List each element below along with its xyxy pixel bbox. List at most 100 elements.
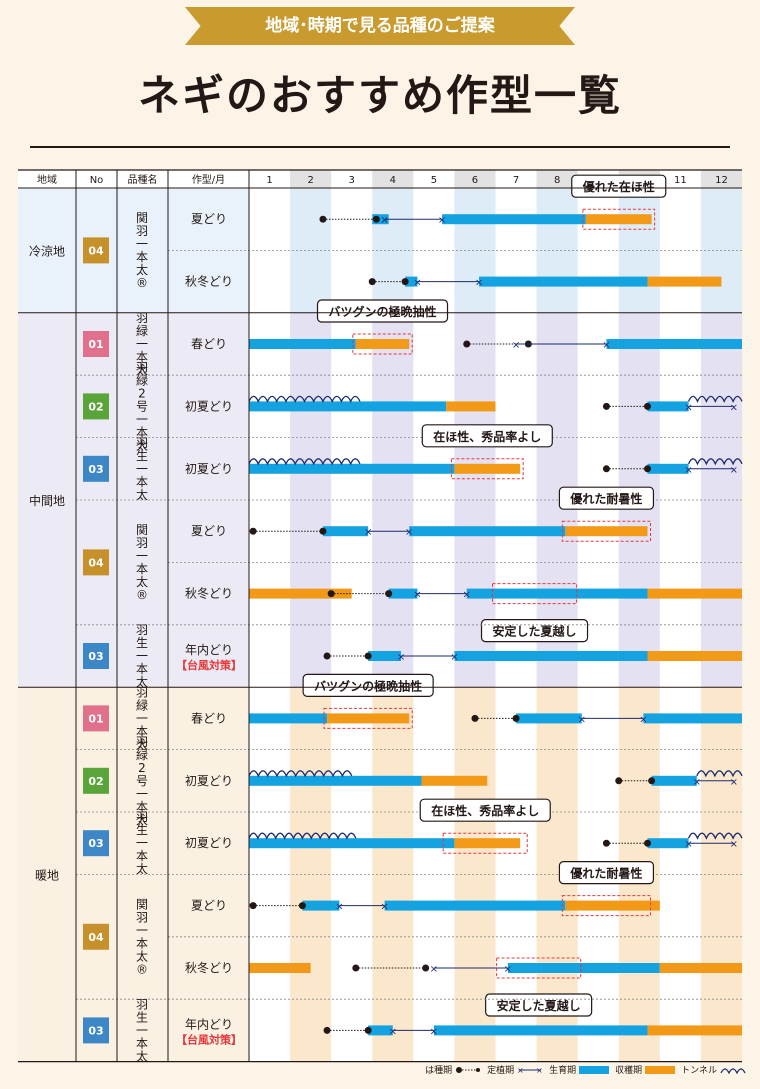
- variety-name-char: 羽: [136, 997, 148, 1011]
- variety-name-char: 号: [136, 399, 148, 413]
- variety-number-badge: [83, 1017, 109, 1044]
- variety-name-char: 太: [136, 861, 148, 876]
- grow-bar: [479, 276, 648, 287]
- variety-name-char: 緑: [136, 697, 148, 712]
- variety-name-char: 本: [136, 1036, 148, 1050]
- sow-dot: [249, 902, 257, 910]
- variety-name-char: 太: [136, 362, 148, 377]
- plant-mark: ×: [335, 902, 343, 913]
- plant-mark: ×: [430, 964, 438, 975]
- plant-mark: ×: [475, 278, 483, 289]
- plant-mark: ×: [413, 590, 421, 601]
- crop-type: 春どり: [191, 337, 227, 351]
- harvest-bar: [647, 276, 722, 287]
- variety-number-badge: [83, 705, 109, 732]
- variety-name-char: 2: [138, 761, 146, 775]
- variety-name-char: 羽: [136, 536, 148, 550]
- variety-name-char: 羽: [136, 910, 148, 924]
- variety-name-char: 一: [136, 787, 148, 801]
- harvest-bar: [647, 651, 742, 661]
- callout-text: 優れた耐暑性: [569, 491, 642, 506]
- variety-number: 03: [88, 463, 103, 476]
- variety-name-char: 一: [136, 711, 148, 725]
- sow-dot: [327, 590, 335, 598]
- callout-bubble: [571, 174, 667, 198]
- variety-name-char: 太: [136, 574, 148, 589]
- plant-mark: ×: [730, 402, 738, 413]
- tunnel-mark: [248, 395, 361, 403]
- plant-mark: ×: [397, 652, 405, 663]
- grow-bar: [433, 1025, 648, 1036]
- plant-mark: ×: [602, 340, 610, 351]
- callout-text: バツグンの極晩抽性: [329, 304, 437, 319]
- grow-bar: [249, 838, 455, 849]
- crop-type: 夏どり: [191, 212, 227, 226]
- sow-dot: [249, 527, 257, 535]
- header-label: 品種名: [128, 173, 158, 186]
- variety-name-char: 太: [136, 1048, 148, 1063]
- plant-mark: ×: [578, 714, 586, 725]
- variety-number: 01: [88, 338, 103, 351]
- month-header-shade: [454, 170, 496, 188]
- variety-number-badge: [83, 767, 109, 794]
- month-label: 12: [715, 175, 728, 186]
- grow-bar: [249, 713, 328, 724]
- harvest-bar: [565, 900, 660, 911]
- grow-bar: [647, 401, 689, 412]
- divider: [30, 146, 730, 148]
- variety-number-badge: [83, 455, 109, 482]
- header-label: 地域: [37, 173, 57, 186]
- grow-bar: [466, 588, 648, 599]
- variety-name-char: 本: [136, 350, 148, 364]
- harvest-bar: [249, 963, 311, 973]
- harvest-bar: [355, 339, 410, 349]
- variety-name-char: 本: [136, 425, 148, 439]
- plant-mark: ×: [684, 839, 692, 850]
- tunnel-mark: [696, 770, 743, 778]
- variety-number: 03: [88, 650, 103, 663]
- crop-type: 初夏どり: [185, 399, 233, 413]
- variety-number-badge: [83, 830, 109, 857]
- tunnel-mark: [248, 458, 361, 466]
- variety-name-char: 太: [136, 437, 148, 452]
- tunnel-mark: [248, 832, 357, 840]
- legend-grow: 生育期: [549, 1063, 610, 1076]
- highlight-box: [561, 520, 652, 542]
- callout-text: 優れた耐暑性: [569, 866, 642, 881]
- crop-type: 夏どり: [191, 524, 227, 538]
- sow-dot: [644, 402, 652, 410]
- harvest-bar: [249, 588, 352, 599]
- grow-bar: [454, 651, 648, 661]
- sow-dot: [323, 652, 331, 660]
- variety-number-badge: [83, 331, 109, 357]
- callout-text: 在ほ性、秀品率よし: [433, 429, 541, 444]
- callout-bubble: [302, 673, 434, 698]
- variety-number: 02: [88, 775, 103, 788]
- grow-bar: [405, 276, 418, 287]
- sow-dot: [368, 278, 376, 286]
- crop-type: 秋冬どり: [185, 586, 233, 601]
- sow-dot: [364, 652, 372, 660]
- sow-dot: [385, 590, 393, 598]
- variety-number: 04: [88, 244, 104, 257]
- tunnel-mark: [687, 458, 743, 466]
- variety-name-char: 羽: [136, 810, 148, 824]
- variety-name-char: 緑: [136, 747, 148, 762]
- callout-bubble: [316, 299, 449, 323]
- legend-tunnel: トンネル: [681, 1063, 746, 1076]
- variety-name-char: 本: [136, 475, 148, 489]
- grow-bar: [249, 339, 356, 349]
- highlight-box: [492, 583, 578, 605]
- variety-number-badge: [83, 643, 109, 669]
- variety-name-char: 本: [136, 936, 148, 950]
- variety-name-char: 太: [136, 948, 148, 963]
- sow-dot: [298, 902, 306, 910]
- highlight-box: [582, 208, 656, 230]
- callout-text: 在ほ性、秀品率よし: [431, 803, 539, 818]
- variety-name-char: 2: [138, 386, 146, 400]
- tunnel-mark: [687, 395, 743, 403]
- legend-sow: は種期: [425, 1063, 481, 1076]
- variety-name-char: 一: [136, 412, 148, 426]
- plant-mark: ×: [413, 278, 421, 289]
- variety-name-char: 生: [136, 449, 148, 463]
